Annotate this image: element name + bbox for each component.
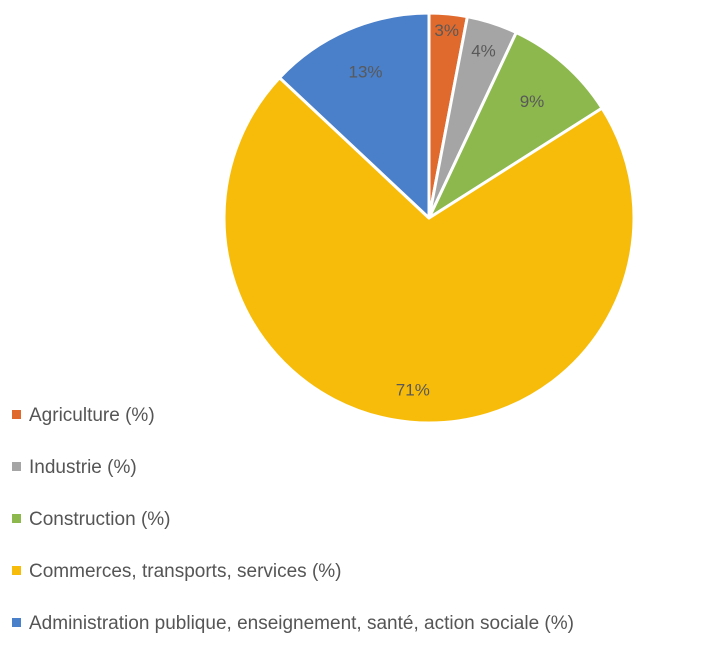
pie-slices: [222, 11, 636, 425]
legend-entry-5: Administration publique, enseignement, s…: [29, 613, 574, 634]
pie-slice-4: [222, 76, 636, 425]
pie-data-labels: 3% 4% 9% 71% 13%: [348, 21, 544, 399]
legend-swatch-1: [12, 410, 21, 419]
data-label-1: 3%: [434, 21, 459, 40]
legend-entry-2: Industrie (%): [29, 457, 137, 478]
legend-swatch-4: [12, 566, 21, 575]
pie-slice-3: [427, 31, 604, 220]
legend: Agriculture (%) Industrie (%) Construction…: [12, 405, 574, 634]
legend-entry-1: Agriculture (%): [29, 405, 155, 426]
legend-entry-3: Construction (%): [29, 509, 171, 530]
data-label-5: 13%: [348, 62, 382, 81]
legend-entry-4: Commerces, transports, services (%): [29, 561, 342, 582]
legend-swatch-2: [12, 462, 21, 471]
data-label-4: 71%: [396, 380, 430, 399]
legend-swatch-3: [12, 514, 21, 523]
pie-slice-5: [278, 11, 431, 220]
data-label-2: 4%: [471, 41, 496, 60]
legend-swatch-5: [12, 618, 21, 627]
data-label-3: 9%: [520, 92, 545, 111]
